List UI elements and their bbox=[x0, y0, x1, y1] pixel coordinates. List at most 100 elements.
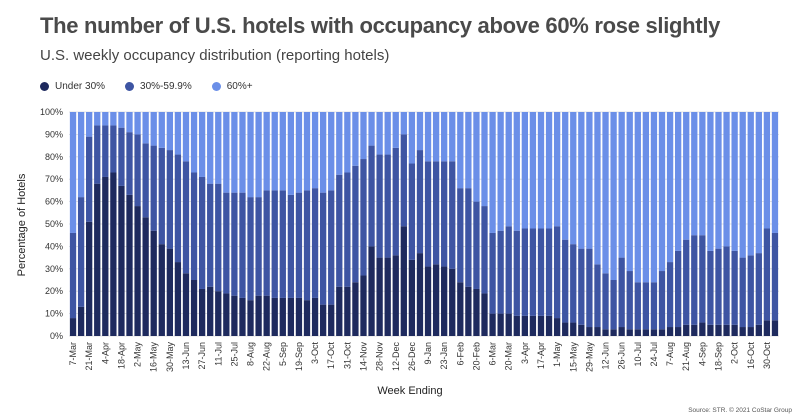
bar-segment-series-0 bbox=[142, 217, 149, 336]
bar-segment-series-2 bbox=[142, 112, 149, 144]
bar-segment-series-2 bbox=[376, 112, 383, 155]
bar-segment-series-0 bbox=[529, 315, 537, 336]
x-tick-label: 17-Oct bbox=[326, 342, 336, 370]
bar-segment-series-0 bbox=[675, 327, 682, 336]
bar-segment-series-2 bbox=[190, 112, 198, 173]
bar-segment-series-0 bbox=[553, 318, 561, 336]
bar-segment-series-0 bbox=[578, 324, 585, 336]
bar-segment-series-1 bbox=[739, 257, 746, 328]
x-tick-label: 20-Mar bbox=[504, 342, 514, 371]
bar-segment-series-1 bbox=[473, 201, 480, 289]
bar-segment-series-2 bbox=[166, 112, 173, 151]
bar-segment-series-0 bbox=[198, 288, 206, 336]
bar-segment-series-2 bbox=[400, 112, 407, 135]
bar-segment-series-1 bbox=[352, 165, 359, 283]
bar-segment-series-2 bbox=[634, 112, 641, 283]
bar-segment-series-2 bbox=[158, 112, 165, 148]
bar-segment-series-2 bbox=[553, 112, 561, 227]
x-tick-label: 9-Jan bbox=[423, 342, 433, 365]
bar-segment-series-2 bbox=[618, 112, 625, 258]
bar-segment-series-1 bbox=[755, 253, 762, 325]
bar-segment-series-2 bbox=[771, 112, 779, 233]
y-tick-label: 50% bbox=[45, 219, 63, 229]
bar-segment-series-2 bbox=[182, 112, 190, 162]
x-tick-label: 22-Aug bbox=[262, 342, 272, 371]
x-tick-label: 7-Aug bbox=[665, 342, 675, 366]
bar-segment-series-1 bbox=[465, 188, 472, 287]
bar-segment-series-2 bbox=[69, 112, 77, 233]
x-tick-label: 26-Jun bbox=[617, 342, 627, 370]
bar-segment-series-2 bbox=[134, 112, 141, 135]
bar-segment-series-1 bbox=[190, 172, 198, 280]
bar-segment-series-0 bbox=[699, 322, 706, 336]
legend-swatch-30-59 bbox=[125, 81, 135, 91]
x-tick-label: 18-Apr bbox=[116, 342, 126, 369]
bar-segment-series-1 bbox=[279, 190, 286, 298]
x-tick-label: 18-Sep bbox=[713, 342, 723, 371]
bar-segment-series-2 bbox=[731, 112, 738, 251]
bar-segment-series-0 bbox=[610, 329, 617, 336]
bar-segment-series-0 bbox=[126, 194, 133, 336]
bar-segment-series-0 bbox=[110, 172, 117, 336]
bar-segment-series-2 bbox=[441, 112, 448, 162]
bar-segment-series-0 bbox=[562, 322, 569, 336]
bar-segment-series-1 bbox=[763, 228, 771, 321]
bar-segment-series-2 bbox=[570, 112, 577, 245]
bar-segment-series-0 bbox=[118, 185, 125, 336]
bar-segment-series-0 bbox=[465, 286, 472, 336]
bar-segment-series-2 bbox=[545, 112, 553, 229]
bar-segment-series-0 bbox=[771, 320, 779, 336]
bar-segment-series-1 bbox=[207, 183, 214, 287]
x-tick-label: 3-Oct bbox=[310, 342, 320, 365]
bar-segment-series-0 bbox=[174, 262, 182, 336]
bar-segment-series-0 bbox=[691, 324, 698, 336]
bar-segment-series-1 bbox=[126, 132, 133, 195]
bar-segment-series-1 bbox=[586, 248, 593, 328]
bar-segment-series-0 bbox=[311, 297, 319, 336]
bar-segment-series-2 bbox=[384, 112, 391, 155]
legend-item-60-plus: 60%+ bbox=[211, 81, 253, 92]
bar-segment-series-0 bbox=[642, 329, 650, 336]
bar-segment-series-2 bbox=[457, 112, 464, 189]
bar-segment-series-1 bbox=[263, 190, 270, 296]
bar-segment-series-1 bbox=[666, 262, 674, 328]
bar-segment-series-0 bbox=[400, 226, 407, 336]
bar-segment-series-1 bbox=[731, 250, 738, 325]
bar-segment-series-1 bbox=[77, 197, 85, 307]
bar-segment-series-1 bbox=[94, 125, 101, 184]
chart-title: The number of U.S. hotels with occupancy… bbox=[40, 13, 721, 38]
bar-segment-series-1 bbox=[384, 154, 391, 258]
bar-segment-series-2 bbox=[562, 112, 569, 240]
bar-segment-series-0 bbox=[360, 275, 367, 336]
bar-segment-series-2 bbox=[602, 112, 609, 274]
bar-segment-series-0 bbox=[295, 297, 303, 336]
y-tick-label: 60% bbox=[45, 197, 63, 207]
bar-segment-series-0 bbox=[602, 329, 609, 336]
bar-segment-series-0 bbox=[166, 248, 173, 336]
x-tick-label: 30-May bbox=[165, 342, 175, 373]
bar-segment-series-1 bbox=[626, 271, 633, 330]
bar-segment-series-1 bbox=[424, 161, 432, 267]
bar-segment-series-2 bbox=[118, 112, 125, 128]
y-axis-title: Percentage of Hotels bbox=[16, 173, 28, 276]
bar-segment-series-0 bbox=[77, 306, 85, 336]
bar-segment-series-0 bbox=[513, 315, 520, 336]
bar-segment-series-1 bbox=[715, 248, 722, 325]
bar-segment-series-2 bbox=[424, 112, 432, 162]
x-tick-label: 24-Jul bbox=[649, 342, 659, 367]
bar-segment-series-0 bbox=[207, 286, 214, 336]
bar-segment-series-1 bbox=[328, 190, 335, 305]
bar-segment-series-2 bbox=[658, 112, 666, 272]
bar-segment-series-1 bbox=[570, 244, 577, 323]
bar-segment-series-0 bbox=[384, 257, 391, 336]
bar-segment-series-0 bbox=[368, 246, 375, 336]
x-tick-label: 2-Oct bbox=[730, 342, 740, 365]
bar-segment-series-2 bbox=[287, 112, 295, 195]
bar-segment-series-0 bbox=[545, 315, 553, 336]
bar-segment-series-1 bbox=[618, 257, 625, 328]
bar-segment-series-0 bbox=[747, 327, 754, 336]
x-tick-label: 14-Nov bbox=[358, 342, 368, 372]
bar-segment-series-2 bbox=[763, 112, 771, 229]
bar-segment-series-0 bbox=[215, 291, 222, 336]
bar-segment-series-1 bbox=[505, 226, 512, 314]
